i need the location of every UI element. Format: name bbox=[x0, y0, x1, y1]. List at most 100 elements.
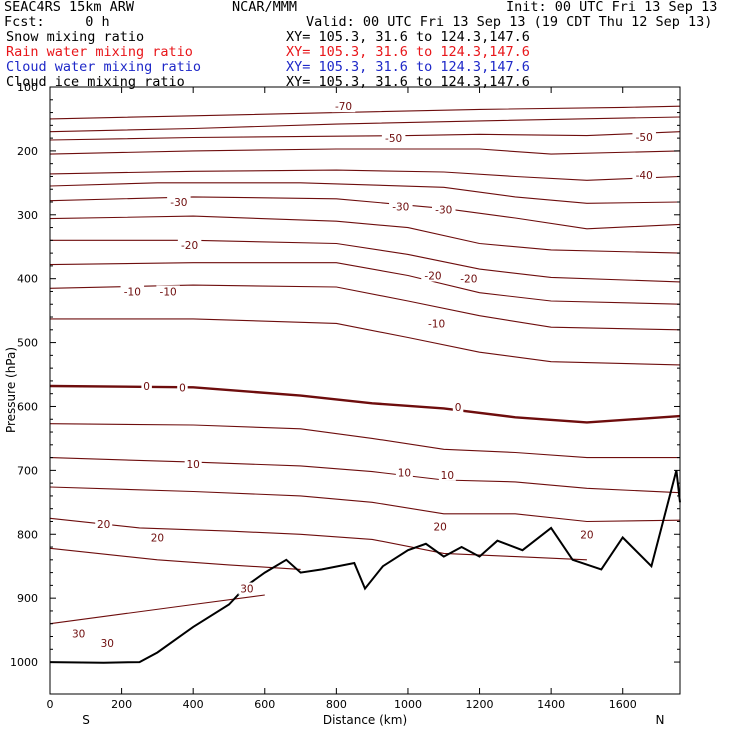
contour-label: -10 bbox=[428, 318, 445, 330]
isotherm-line bbox=[49, 262, 681, 305]
contour-label: -20 bbox=[460, 274, 477, 286]
contour-label-layer: -70 -50 -50 -40 -30 -30 -30 -20 -20 -20 -10 -10 -10 0… bbox=[70, 100, 656, 650]
field-cloudice-name: Cloud ice mixing ratio bbox=[6, 74, 185, 90]
y-tick-label: 100 bbox=[17, 81, 38, 94]
contour-label: -30 bbox=[435, 205, 452, 217]
forecast-hour: Fcst: 0 h bbox=[4, 14, 110, 30]
isotherm-line bbox=[49, 131, 681, 141]
contour-label: 30 bbox=[240, 584, 253, 596]
contour-label-bg bbox=[452, 401, 464, 414]
contour-label-bg bbox=[331, 100, 356, 113]
isotherm-line bbox=[49, 116, 681, 133]
contour-label-bg bbox=[421, 269, 445, 282]
contour-label: 30 bbox=[72, 628, 85, 640]
isotherm-line bbox=[49, 547, 301, 570]
isotherm-line bbox=[49, 517, 587, 561]
x-tick-label: 0 bbox=[47, 698, 54, 711]
endpoint-left-label: S bbox=[82, 713, 90, 727]
isotherm-layer bbox=[49, 105, 681, 625]
contour-label: 20 bbox=[580, 529, 593, 541]
isotherm-line bbox=[49, 169, 681, 181]
contour-label: 10 bbox=[441, 470, 454, 482]
x-tick-label: 1600 bbox=[609, 698, 637, 711]
terrain-line bbox=[49, 470, 681, 664]
isotherm-line bbox=[50, 318, 681, 366]
contour-label: -70 bbox=[335, 101, 352, 113]
field-rain-xy: XY= 105.3, 31.6 to 124.3,147.6 bbox=[286, 44, 530, 60]
contour-label: 10 bbox=[186, 459, 199, 471]
contour-label: -40 bbox=[636, 170, 653, 182]
contour-label: 0 bbox=[143, 381, 150, 393]
contour-label-bg bbox=[95, 518, 113, 531]
contour-label: -20 bbox=[181, 240, 198, 252]
field-cloudice-xy: XY= 105.3, 31.6 to 124.3,147.6 bbox=[286, 74, 530, 90]
isotherm-line bbox=[49, 423, 680, 459]
contour-label: -50 bbox=[636, 132, 653, 144]
contour-label-bg bbox=[141, 380, 152, 393]
contour-label-bg bbox=[632, 169, 656, 182]
contour-label-bg bbox=[424, 317, 449, 330]
contour-label-bg bbox=[438, 468, 456, 481]
x-tick-label: 1400 bbox=[537, 698, 565, 711]
isotherm-line bbox=[49, 105, 681, 120]
isotherm-line bbox=[49, 182, 681, 204]
isotherm-line bbox=[49, 486, 681, 523]
y-tick-label: 700 bbox=[17, 464, 38, 477]
field-rain-name: Rain water mixing ratio bbox=[6, 44, 193, 60]
contour-label-bg bbox=[177, 381, 188, 394]
contour-label-bg bbox=[457, 272, 481, 285]
contour-label: -20 bbox=[424, 270, 441, 282]
init-time: Init: 00 UTC Fri 13 Sep 13 bbox=[506, 0, 718, 15]
isotherm-line bbox=[49, 284, 681, 331]
contour-label: -30 bbox=[170, 197, 187, 209]
contour-label: 0 bbox=[455, 402, 462, 414]
field-snow-xy: XY= 105.3, 31.6 to 124.3,147.6 bbox=[286, 29, 530, 45]
contour-label: -50 bbox=[385, 133, 402, 145]
contour-label-bg bbox=[184, 457, 202, 470]
y-axis-title: Pressure (hPa) bbox=[4, 347, 18, 433]
isotherm-line bbox=[49, 384, 681, 424]
field-cloudwater-xy: XY= 105.3, 31.6 to 124.3,147.6 bbox=[286, 59, 530, 75]
axes-layer: 0 200 400 600 800 1000 1200 1400 160010020030040… bbox=[10, 81, 680, 711]
contour-label-bg bbox=[177, 238, 202, 251]
contour-label: 0 bbox=[179, 382, 186, 394]
y-tick-label: 900 bbox=[17, 592, 38, 605]
contour-label-bg bbox=[120, 285, 145, 298]
contour-label-bg bbox=[70, 627, 88, 640]
contour-label: 20 bbox=[151, 532, 164, 544]
isotherm-line bbox=[49, 457, 681, 494]
x-tick-label: 1000 bbox=[394, 698, 422, 711]
contour-label-bg bbox=[432, 203, 456, 216]
center-label: NCAR/MMM bbox=[232, 0, 298, 15]
field-cloudwater-name: Cloud water mixing ratio bbox=[6, 59, 202, 75]
contour-label: 20 bbox=[97, 519, 110, 531]
contour-label-bg bbox=[381, 132, 406, 145]
x-tick-label: 800 bbox=[326, 698, 347, 711]
contour-label-bg bbox=[98, 636, 116, 649]
contour-label-bg bbox=[238, 582, 256, 595]
x-tick-label: 600 bbox=[254, 698, 275, 711]
contour-label-bg bbox=[395, 466, 413, 479]
contour-label: 30 bbox=[101, 638, 114, 650]
isotherm-line bbox=[50, 239, 681, 283]
y-tick-label: 400 bbox=[17, 273, 38, 286]
contour-label-bg bbox=[167, 196, 191, 209]
x-tick-label: 1200 bbox=[466, 698, 494, 711]
isotherm-line bbox=[49, 148, 681, 155]
x-tick-label: 400 bbox=[183, 698, 204, 711]
plot-frame bbox=[49, 86, 681, 695]
valid-time: Valid: 00 UTC Fri 13 Sep 13 (19 CDT Thu … bbox=[306, 14, 713, 30]
contour-label: -30 bbox=[392, 201, 409, 213]
contour-label-bg bbox=[431, 520, 449, 533]
y-tick-label: 800 bbox=[17, 528, 38, 541]
y-tick-label: 200 bbox=[17, 145, 38, 158]
y-tick-label: 300 bbox=[17, 209, 38, 222]
contour-label: 10 bbox=[398, 467, 411, 479]
contour-label: -10 bbox=[124, 286, 141, 298]
contour-label-bg bbox=[156, 285, 180, 298]
field-snow-name: Snow mixing ratio bbox=[6, 29, 145, 45]
y-tick-label: 600 bbox=[17, 400, 38, 413]
y-tick-label: 1000 bbox=[10, 656, 38, 669]
